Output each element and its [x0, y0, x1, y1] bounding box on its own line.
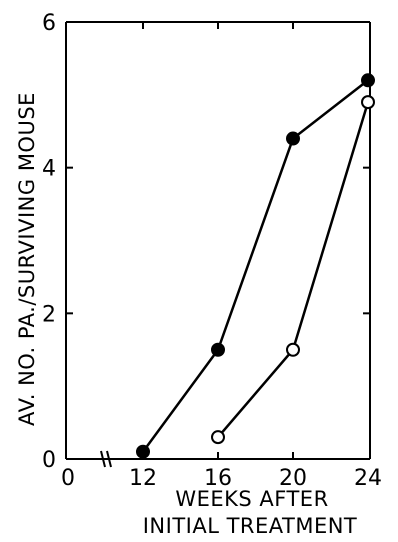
- y-axis-label: AV. NO. PA./SURVIVING MOUSE: [15, 92, 39, 426]
- x-axis-label-line-2: INITIAL TREATMENT: [143, 514, 358, 538]
- y-tick-label: 0: [42, 448, 56, 473]
- x-tick-label: 12: [129, 466, 157, 491]
- x-axis-label-line-1: WEEKS AFTER: [175, 487, 328, 511]
- data-point-filled: [361, 73, 375, 88]
- y-tick-label: 4: [42, 157, 56, 182]
- x-tick-label: 0: [61, 466, 75, 491]
- x-tick-label: 20: [279, 466, 307, 491]
- data-point-open: [361, 95, 375, 110]
- data-point-open: [286, 342, 300, 357]
- data-point-filled: [286, 131, 300, 146]
- x-tick-label: 24: [354, 466, 382, 491]
- y-tick-label: 6: [42, 11, 56, 36]
- y-tick-label: 2: [42, 302, 56, 327]
- data-point-filled: [136, 444, 150, 459]
- axis-break-mark: [106, 450, 112, 468]
- series-layer: [136, 73, 375, 459]
- series-line-2: [217, 101, 370, 438]
- data-point-filled: [211, 342, 225, 357]
- axis-break-mark: [100, 450, 106, 468]
- data-point-open: [211, 430, 225, 445]
- x-tick-label: 16: [204, 466, 232, 491]
- series-line-1: [141, 79, 369, 453]
